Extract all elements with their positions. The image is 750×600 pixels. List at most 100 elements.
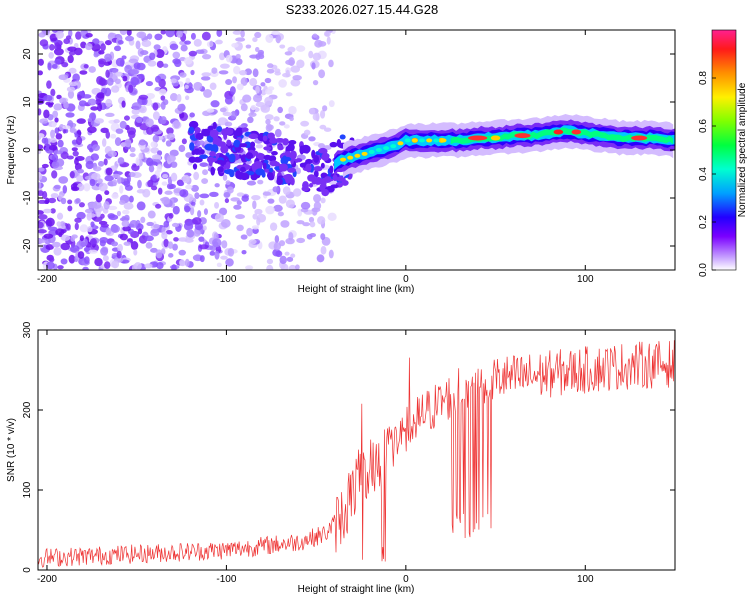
spectrogram-noise-blob: [137, 228, 143, 235]
spectrogram-noise-blob: [79, 70, 88, 75]
spectrogram-noise-blob: [265, 34, 274, 43]
spectrogram-noise-blob: [156, 261, 164, 270]
spectrogram-noise-blob: [221, 240, 228, 249]
colorbar-label: Normalized spectral amplitude: [737, 82, 748, 217]
spectrogram-noise-blob: [48, 257, 55, 263]
spectrogram-noise-blob: [290, 78, 301, 87]
spectrogram-noise-blob: [53, 103, 63, 111]
spectrogram-noise-blob: [88, 249, 98, 254]
spectrogram-noise-blob: [240, 77, 248, 86]
spectrogram-noise-blob: [160, 30, 166, 35]
spectrogram-noise-blob: [165, 30, 175, 38]
spectrogram-noise-blob: [254, 31, 262, 39]
spectrogram-noise-blob: [199, 162, 209, 167]
spectrogram-noise-blob: [121, 219, 130, 228]
spectrogram-cluster-blob: [320, 177, 327, 187]
spectrogram-cluster-blob: [226, 139, 232, 146]
spectrogram-noise-blob: [48, 197, 57, 204]
spectrogram-noise-blob: [172, 243, 178, 251]
spectrogram-cluster-blob: [262, 162, 267, 170]
spectrogram-noise-blob: [214, 213, 224, 223]
spectrogram-noise-blob: [121, 55, 127, 60]
spectrogram-cluster-blob: [288, 140, 297, 145]
spectrogram-noise-blob: [269, 222, 278, 231]
spectrogram-noise-blob: [67, 46, 77, 52]
spectrogram-noise-blob: [312, 52, 322, 61]
spectrogram-noise-blob: [282, 186, 291, 195]
spectrogram-noise-blob: [154, 33, 163, 41]
spectrogram-noise-blob: [158, 88, 167, 96]
spectrogram-noise-blob: [166, 154, 176, 162]
spectrogram-cluster-blob: [305, 163, 312, 172]
spectrogram-noise-blob: [190, 32, 196, 40]
spectrogram-noise-blob: [47, 102, 53, 108]
spectrogram-noise-blob: [199, 199, 205, 206]
spectrogram-noise-blob: [95, 208, 101, 218]
spectrogram-noise-blob: [79, 235, 84, 242]
spectrogram-noise-blob: [235, 214, 245, 220]
spectrogram-noise-blob: [145, 118, 154, 128]
spectrogram-noise-blob: [254, 46, 260, 53]
snr-x-ticks: -200 -100 0 100: [37, 330, 594, 585]
spectrogram-noise-blob: [225, 180, 231, 186]
spectrogram-noise-blob: [210, 100, 220, 108]
spectrogram-cluster-blob: [313, 166, 323, 172]
spectrogram-noise-blob: [138, 94, 149, 100]
spectrogram-noise-blob: [55, 30, 64, 39]
spectrogram-noise-blob: [124, 138, 132, 148]
spectrogram-noise-blob: [300, 120, 310, 127]
spectrogram-noise-blob: [119, 233, 128, 241]
spectrogram-x-ticks: -200 -100 0 100: [37, 30, 594, 285]
spectrogram-noise-blob: [266, 264, 274, 270]
spectrogram-noise-blob: [162, 174, 169, 179]
spectrogram-noise-blob: [88, 66, 96, 73]
spectrogram-noise-blob: [116, 210, 122, 217]
spectrogram-noise-blob: [328, 249, 334, 259]
spectrogram-noise-blob: [119, 200, 126, 205]
spectrogram-noise-blob: [51, 153, 59, 163]
spectrogram-y-tick-label: 0: [22, 147, 33, 153]
spectrogram-noise-blob: [153, 44, 161, 51]
spectrogram-noise-blob: [277, 211, 284, 217]
spectrogram-noise-blob: [105, 112, 115, 118]
spectrogram-noise-blob: [209, 82, 217, 91]
spectrogram-cluster-blob: [284, 151, 292, 156]
spectrogram-noise-blob: [100, 223, 110, 228]
spectrogram-noise-blob: [173, 119, 181, 129]
spectrogram-noise-blob: [150, 185, 158, 191]
spectrogram-noise-blob: [106, 77, 114, 86]
spectrogram-noise-blob: [69, 127, 77, 134]
spectrogram-noise-blob: [104, 190, 110, 196]
spectrogram-noise-blob: [59, 221, 66, 227]
spectrogram-cluster-blob: [268, 167, 274, 173]
spectrogram-noise-blob: [170, 161, 178, 168]
spectrogram-noise-blob: [189, 206, 195, 216]
spectrogram-noise-blob: [121, 100, 126, 108]
spectrogram-noise-blob: [138, 152, 144, 160]
spectrogram-x-tick-label: 100: [577, 274, 594, 285]
spectrogram-noise-blob: [58, 232, 63, 238]
spectrogram-cluster-blob: [329, 141, 338, 148]
spectrogram-noise-blob: [225, 79, 233, 86]
spectrogram-noise-blob: [257, 49, 265, 55]
spectrogram-noise-blob: [184, 84, 189, 89]
spectrogram-noise-blob: [57, 139, 64, 148]
spectrogram-cluster-blob: [277, 145, 284, 151]
spectrogram-noise-blob: [66, 155, 74, 160]
spectrogram-noise-blob: [138, 73, 145, 80]
spectrogram-noise-blob: [179, 189, 189, 198]
spectrogram-noise-blob: [54, 42, 61, 52]
spectrogram-cluster-blob: [216, 159, 225, 165]
spectrogram-noise-blob: [151, 154, 162, 160]
spectrogram-noise-blob: [100, 213, 105, 219]
snr-y-tick-label: 300: [22, 321, 33, 338]
spectrogram-ridge-blob: [354, 153, 361, 158]
spectrogram-noise-blob: [318, 41, 327, 47]
spectrogram-cluster-blob: [329, 165, 334, 174]
spectrogram-noise-blob: [233, 204, 242, 210]
colorbar-tick-label: 0.2: [698, 215, 709, 229]
spectrogram-cluster-blob: [241, 127, 249, 132]
spectrogram-noise-blob: [49, 137, 57, 143]
spectrogram-noise-blob: [74, 157, 79, 166]
spectrogram-noise-blob: [230, 110, 238, 120]
